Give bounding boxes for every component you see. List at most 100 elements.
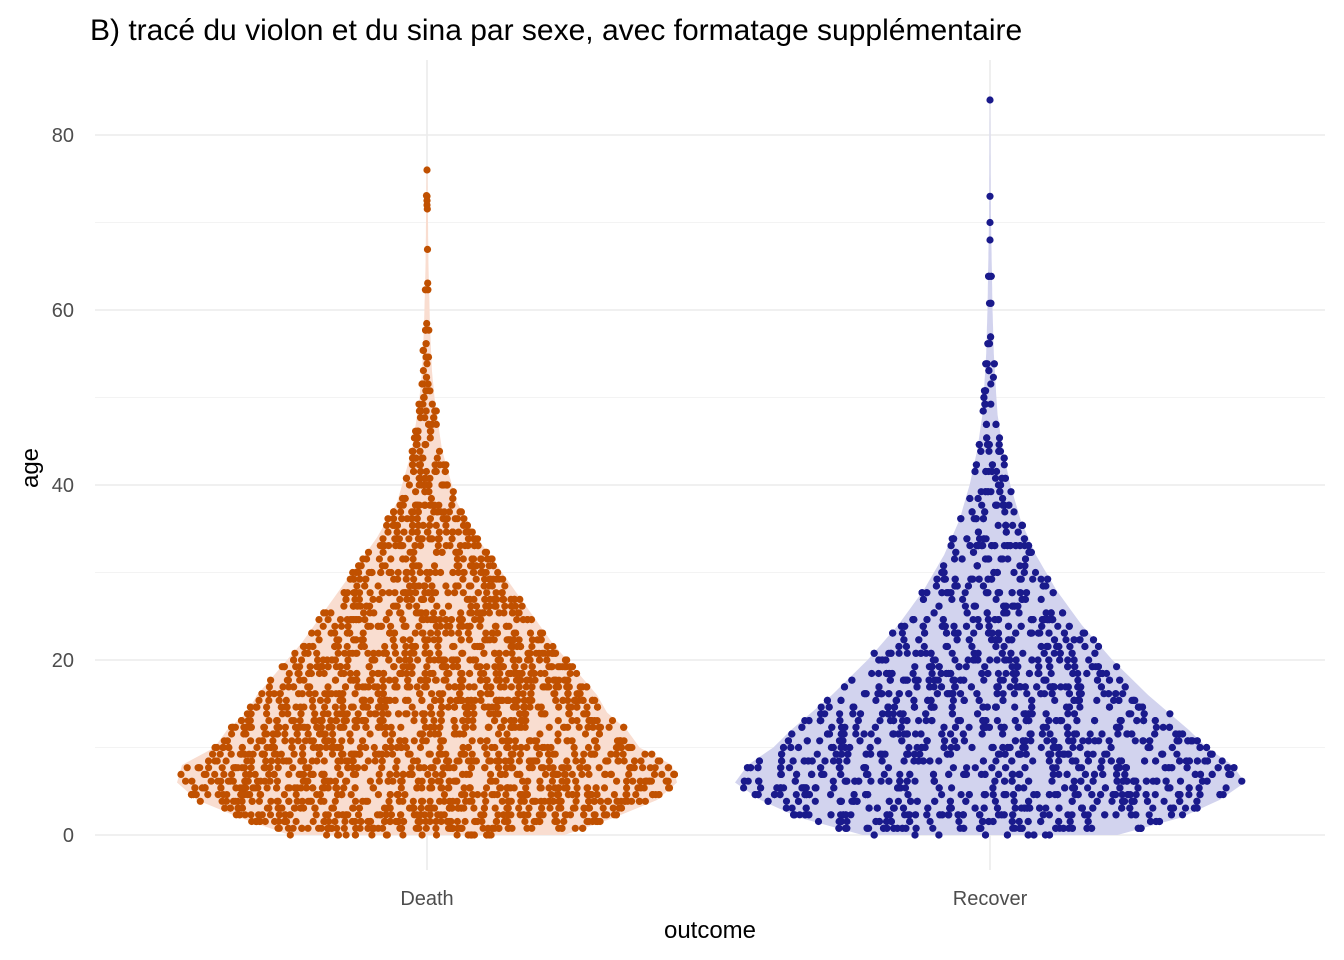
sina-point-death <box>612 743 621 752</box>
sina-point-death <box>410 717 418 725</box>
sina-point-death <box>313 757 321 765</box>
sina-point-recover <box>1083 669 1091 678</box>
sina-point-death <box>329 730 337 738</box>
sina-point-death <box>477 555 485 563</box>
sina-point-death <box>381 730 389 738</box>
sina-point-death <box>413 824 422 832</box>
sina-point-death <box>635 797 644 805</box>
sina-point-death <box>456 683 464 691</box>
sina-point-death <box>492 777 500 785</box>
sina-point-death <box>302 764 310 772</box>
sina-point-death <box>305 669 313 678</box>
sina-point-death <box>415 400 423 408</box>
sina-point-death <box>361 582 369 590</box>
sina-point-death <box>351 797 360 805</box>
sina-point-death <box>370 824 378 832</box>
sina-point-outlier <box>986 192 994 200</box>
sina-point-death <box>613 797 621 805</box>
sina-point-recover <box>906 817 914 826</box>
sina-point-recover <box>1115 696 1123 705</box>
sina-point-death <box>247 764 255 772</box>
sina-point-death <box>352 824 360 832</box>
sina-point-recover <box>895 730 903 738</box>
sina-point-recover <box>1071 791 1079 799</box>
sina-point-death <box>436 616 444 624</box>
sina-point-recover <box>927 696 935 705</box>
sina-point-recover <box>984 340 992 348</box>
sina-point-recover <box>1043 642 1051 651</box>
sina-point-death <box>504 636 513 644</box>
sina-point-death <box>222 797 231 805</box>
sina-point-death <box>662 777 670 785</box>
sina-point-death <box>262 757 270 765</box>
sina-point-death <box>431 568 440 577</box>
y-tick-label: 20 <box>52 650 74 672</box>
sina-point-recover <box>1012 656 1020 664</box>
sina-point-recover <box>1037 575 1045 583</box>
sina-point-recover <box>938 589 946 597</box>
sina-point-death <box>313 723 321 731</box>
sina-point-recover <box>948 784 956 792</box>
sina-point-recover <box>1063 770 1071 779</box>
sina-point-recover <box>985 817 993 826</box>
sina-point-death <box>306 683 314 691</box>
sina-point-death <box>521 817 529 826</box>
sina-point-death <box>442 676 450 684</box>
sina-point-death <box>397 508 405 516</box>
sina-point-death <box>323 696 331 705</box>
sina-point-death <box>570 696 579 705</box>
sina-point-recover <box>1077 690 1085 698</box>
sina-point-death <box>538 804 546 812</box>
sina-point-death <box>434 811 442 819</box>
sina-point-death <box>396 737 404 745</box>
sina-point-death <box>422 326 430 334</box>
sina-point-death <box>555 683 563 691</box>
sina-point-recover <box>984 488 992 496</box>
sina-point-death <box>442 582 450 590</box>
sina-point-death <box>395 656 403 664</box>
sina-point-death <box>502 764 510 772</box>
sina-point-recover <box>1089 636 1098 644</box>
sina-point-recover <box>1224 764 1232 772</box>
sina-point-death <box>220 770 228 779</box>
sina-point-death <box>458 770 467 779</box>
sina-point-recover <box>940 723 948 731</box>
sina-point-recover <box>1107 757 1115 765</box>
sina-point-recover <box>1008 636 1016 644</box>
sina-point-recover <box>974 528 983 536</box>
sina-point-recover <box>835 757 843 765</box>
sina-point-recover <box>970 602 978 610</box>
sina-point-death <box>429 616 437 624</box>
sina-point-recover <box>957 791 965 799</box>
sina-point-recover <box>935 602 943 610</box>
sina-point-recover <box>841 723 849 731</box>
sina-point-death <box>364 548 373 556</box>
sina-point-death <box>523 743 531 752</box>
sina-point-recover <box>1153 777 1161 785</box>
sina-point-death <box>405 535 413 543</box>
sina-point-recover <box>798 723 806 731</box>
sina-point-recover <box>803 737 811 745</box>
sina-point-death <box>420 582 428 590</box>
sina-point-recover <box>1062 636 1070 644</box>
sina-point-death <box>530 797 538 805</box>
sina-point-death <box>369 784 377 792</box>
sina-point-recover <box>855 777 863 785</box>
sina-point-recover <box>1003 831 1012 839</box>
sina-point-recover <box>903 777 911 785</box>
sina-point-death <box>409 797 417 805</box>
sina-point-death <box>417 804 425 812</box>
sina-point-recover <box>1143 797 1152 805</box>
sina-point-recover <box>1060 629 1068 637</box>
sina-point-death <box>423 245 432 253</box>
sina-point-recover <box>1059 824 1068 832</box>
sina-point-death <box>480 582 488 590</box>
sina-point-death <box>422 817 430 826</box>
sina-point-death <box>349 602 357 610</box>
sina-point-recover <box>755 757 764 765</box>
sina-point-death <box>411 642 420 651</box>
sina-point-recover <box>825 703 833 711</box>
sina-point-death <box>360 764 369 772</box>
sina-point-death <box>281 811 289 819</box>
sina-point-recover <box>1105 676 1114 684</box>
